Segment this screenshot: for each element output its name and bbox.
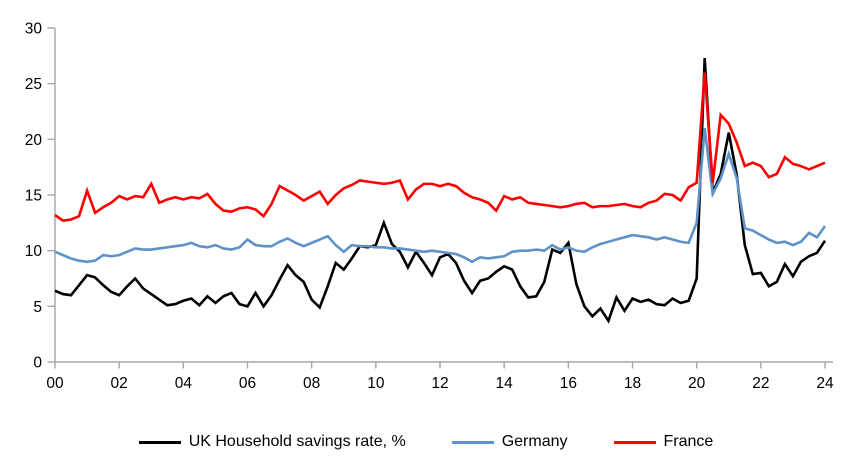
x-tick-label: 22 xyxy=(752,375,769,392)
x-tick-label: 20 xyxy=(688,375,706,392)
x-tick-label: 04 xyxy=(175,375,193,392)
france-line-swatch xyxy=(613,440,656,444)
france-legend-label: France xyxy=(663,433,714,450)
x-tick-label: 06 xyxy=(239,375,256,392)
y-tick-label: 15 xyxy=(25,188,42,205)
x-tick-label: 16 xyxy=(560,375,577,392)
germany-legend-label: Germany xyxy=(501,433,568,450)
legend-item-germany: Germany xyxy=(451,433,568,451)
x-tick-label: 02 xyxy=(111,375,128,392)
legend-item-uk: UK Household savings rate, % xyxy=(138,433,406,451)
france-series-line xyxy=(54,72,826,222)
x-tick-label: 14 xyxy=(496,375,514,392)
y-tick-label: 25 xyxy=(25,76,42,93)
x-tick-label: 10 xyxy=(367,375,385,392)
uk-line-swatch xyxy=(138,440,181,444)
germany-series-line xyxy=(54,128,827,264)
x-tick-label: 18 xyxy=(624,375,641,392)
germany-line-swatch xyxy=(451,440,494,444)
x-tick-label: 12 xyxy=(431,375,448,392)
y-tick-label: 20 xyxy=(25,132,43,149)
x-tick-label: 00 xyxy=(46,375,64,392)
line-chart-plot: 0 5 10 15 20 25 30 00 02 04 06 08 10 12 14 16 18 20 22 24 xyxy=(25,21,834,393)
y-tick-label: 5 xyxy=(33,299,42,316)
legend-item-france: France xyxy=(613,433,714,451)
x-tick-label: 24 xyxy=(816,375,834,392)
y-tick-label: 30 xyxy=(25,21,43,38)
x-tick-label: 08 xyxy=(303,375,320,392)
y-tick-label: 0 xyxy=(33,355,42,372)
uk-series-line xyxy=(54,57,827,324)
uk-legend-label: UK Household savings rate, % xyxy=(188,433,406,450)
chart-legend: UK Household savings rate, % Germany Fra… xyxy=(0,425,852,459)
y-tick-label: 10 xyxy=(25,243,43,260)
